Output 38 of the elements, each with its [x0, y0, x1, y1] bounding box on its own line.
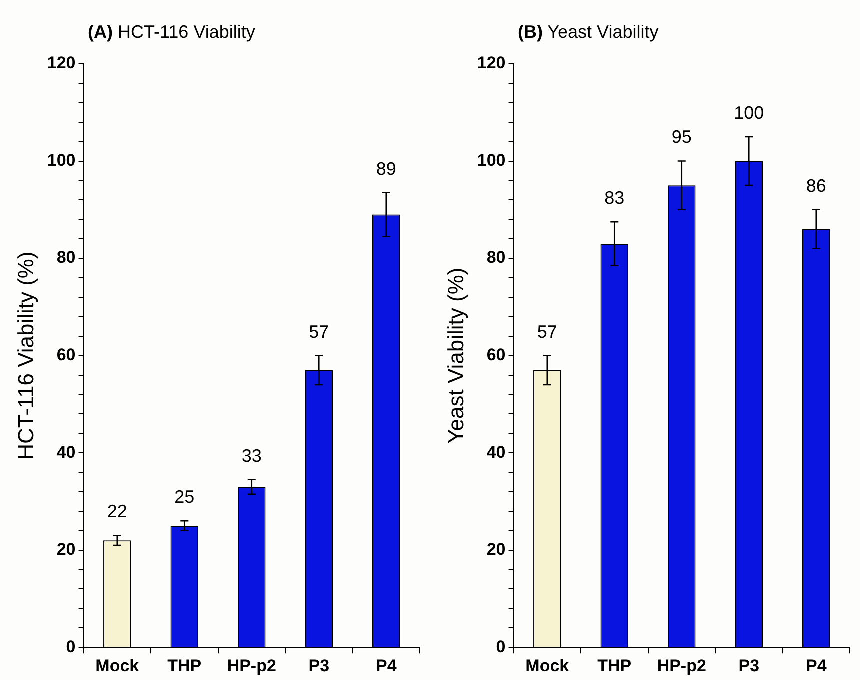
- y-tick-label: 40: [56, 442, 76, 462]
- x-tick-label: HP-p2: [657, 656, 706, 676]
- x-tick-label: HP-p2: [227, 656, 276, 676]
- y-tick-label: 60: [56, 345, 76, 364]
- data-label: 100: [734, 102, 764, 123]
- y-tick-label: 20: [486, 540, 506, 560]
- y-axis-title: HCT-116 Viability (%): [13, 252, 38, 460]
- x-tick-label: P3: [738, 656, 760, 676]
- y-tick-label: 100: [47, 150, 76, 170]
- y-tick-label: 20: [56, 540, 76, 560]
- y-tick-label: 100: [477, 150, 506, 170]
- y-tick-label: 40: [486, 442, 506, 462]
- y-tick-label: 120: [47, 54, 76, 73]
- y-tick-label: 60: [486, 345, 506, 364]
- y-tick-label: 80: [56, 248, 76, 268]
- data-label: 25: [174, 487, 195, 508]
- x-tick-label: P3: [308, 656, 330, 676]
- y-axis-title: Yeast Viability (%): [443, 268, 468, 444]
- data-label: 57: [309, 322, 330, 342]
- y-tick-label: 80: [486, 248, 506, 268]
- data-label: 86: [806, 176, 826, 196]
- chart-title: (B) Yeast Viability: [518, 22, 659, 43]
- x-tick-label: P4: [806, 656, 828, 676]
- x-tick-label: Mock: [96, 656, 140, 676]
- data-label: 22: [107, 502, 128, 522]
- data-label: 95: [672, 127, 692, 148]
- x-tick-label: Mock: [526, 656, 570, 676]
- x-tick-label: P4: [376, 656, 398, 676]
- data-label: 89: [376, 158, 396, 179]
- y-tick-label: 120: [477, 54, 506, 73]
- x-tick-label: THP: [168, 656, 202, 676]
- x-tick-label: THP: [598, 656, 632, 676]
- y-tick-label: 0: [66, 637, 76, 656]
- data-label: 83: [604, 188, 625, 208]
- chart-title: (A) HCT-116 Viability: [88, 22, 256, 43]
- data-label: 57: [537, 322, 558, 342]
- y-tick-label: 0: [496, 637, 506, 656]
- data-label: 33: [242, 446, 262, 466]
